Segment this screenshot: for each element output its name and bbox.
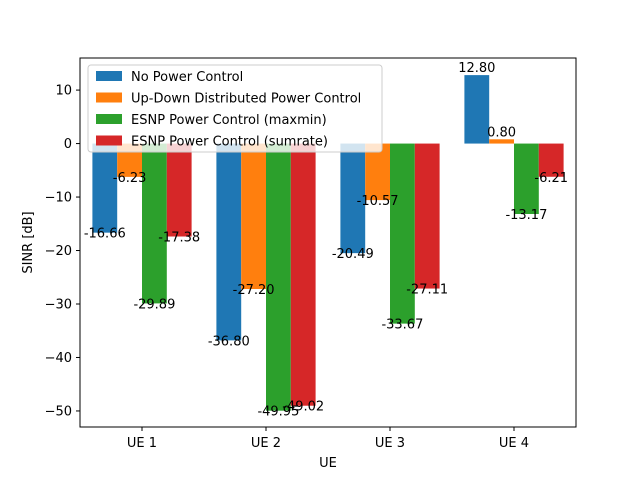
bars-layer [92,75,564,411]
bar-series-4-ue-2 [290,143,316,406]
legend-swatch [96,71,122,81]
y-tick-label: 0 [64,137,72,152]
bar-series-3-ue-3 [390,143,415,324]
data-label: -36.80 [208,334,250,349]
data-labels-layer: -16.66 -36.80 -20.49 12.80 -6.23 -27.20 -10.57… [84,61,568,420]
x-tick-label: UE 4 [499,436,529,451]
legend-swatch [96,114,122,124]
bar-series-4-ue-4 [538,143,564,177]
legend-item-label: Up-Down Distributed Power Control [131,92,361,107]
data-label: -10.57 [357,194,399,209]
bar-series-1-ue-3 [340,143,366,254]
data-label: 12.80 [458,61,495,76]
bar-series-1-ue-2 [216,143,242,341]
legend: No Power Control Up-Down Distributed Powe… [87,64,383,153]
data-label: -17.38 [158,231,200,246]
data-label: -27.20 [233,283,275,298]
y-tick-label: −20 [45,244,72,259]
data-label: 0.80 [487,125,516,140]
y-tick-label: −50 [45,404,72,419]
bar-series-2-ue-3 [365,143,390,201]
bar-series-2-ue-2 [241,143,266,290]
data-label: -6.23 [113,171,147,186]
bar-series-4-ue-1 [166,143,192,237]
bar-series-2-ue-4 [489,139,514,144]
data-label: -16.66 [84,227,126,242]
data-label: -6.21 [534,171,568,186]
data-label: -29.89 [133,297,175,312]
y-tick-label: −30 [45,298,72,313]
y-tick-label: −10 [45,191,72,206]
data-label: -49.95 [257,405,299,420]
y-tick-label: −40 [45,351,72,366]
legend-swatch [96,135,122,146]
x-tick-label: UE 3 [375,436,405,451]
bar-series-3-ue-2 [266,143,291,411]
plot-frame [79,57,577,428]
x-axis: UE 1 UE 2 UE 3 UE 4 [127,427,529,451]
legend-swatch [96,92,122,103]
data-label: -49.02 [282,400,324,415]
bar-series-3-ue-4 [514,143,539,214]
legend-item-label: ESNP Power Control (maxmin) [131,113,327,128]
bar-series-3-ue-1 [142,143,167,304]
y-axis: 10 0 −10 −20 −30 −40 −50 [45,84,80,419]
y-tick-label: 10 [55,84,72,99]
data-label: -33.67 [381,318,423,333]
x-axis-title: UE [319,456,337,471]
data-label: -27.11 [406,283,448,298]
y-axis-title: SINR [dB] [21,211,36,273]
legend-item-label: No Power Control [131,70,243,85]
bar-series-4-ue-3 [414,143,440,289]
data-label: -13.17 [505,208,547,223]
bar-series-1-ue-1 [92,143,118,233]
data-label: -20.49 [332,247,374,262]
legend-item-label: ESNP Power Control (sumrate) [131,135,328,150]
x-tick-label: UE 1 [127,436,157,451]
x-tick-label: UE 2 [251,436,281,451]
legend-box [87,64,383,153]
bar-series-1-ue-4 [464,75,490,144]
